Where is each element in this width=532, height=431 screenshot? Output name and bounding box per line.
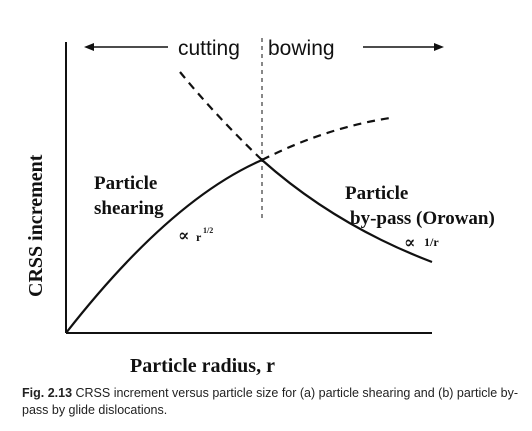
shearing-curve [65,158,263,334]
y-axis-label: CRSS increment [25,154,47,297]
bypass-curve [261,159,433,264]
bypass-label-line1: Particle [345,183,408,204]
shearing-label-line1: Particle [94,173,157,194]
prop-exp-left: 1/2 [203,226,213,235]
prop-base-left: r [196,230,202,244]
bowing-label: bowing [268,37,335,60]
shearing-proportionality: ∝ r 1/2 [178,226,213,245]
figure-label: Fig. 2.13 [22,386,73,400]
prop-value-right: 1/r [424,235,439,249]
shearing-extension-dashed [179,71,263,161]
bypass-extension-dashed [261,116,391,161]
bypass-proportionality: ∝ 1/r [404,233,439,252]
right-arrow [363,43,444,51]
bypass-label-line2: by-pass (Orowan) [350,208,495,229]
cutting-label: cutting [178,37,240,60]
prop-symbol-right: ∝ [404,233,415,252]
shearing-label-line2: shearing [94,198,164,219]
figure-caption: Fig. 2.13 CRSS increment versus particle… [22,385,522,419]
x-axis-label: Particle radius, r [130,355,275,377]
prop-symbol-left: ∝ [178,226,189,245]
left-arrow [84,43,168,51]
caption-text: CRSS increment versus particle size for … [22,386,519,417]
